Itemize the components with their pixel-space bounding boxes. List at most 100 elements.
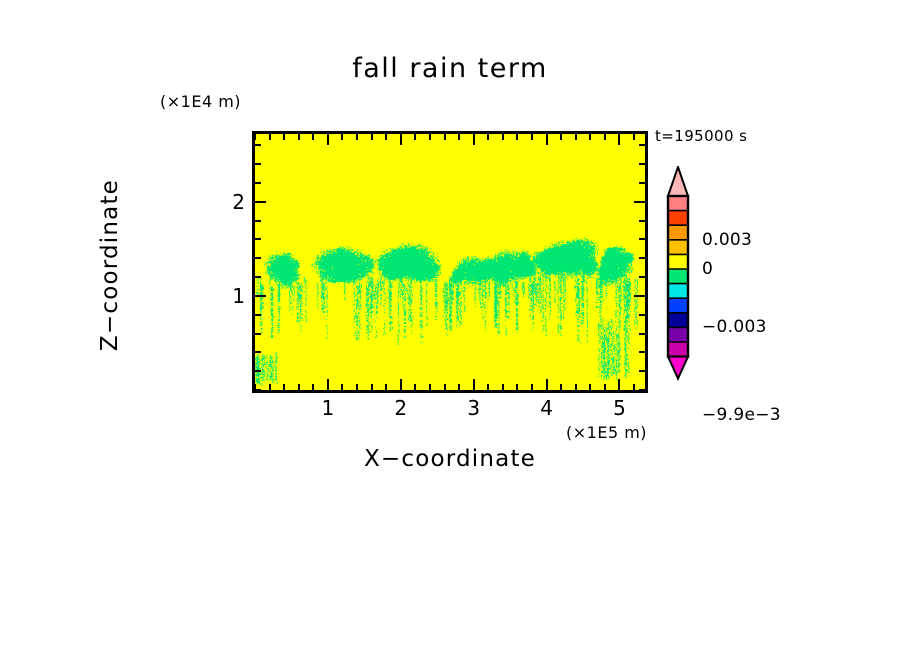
x-tick-label: 2 (394, 396, 408, 420)
y-tick-minor (255, 144, 261, 147)
x-tick-minor-top (254, 134, 256, 140)
x-tick-minor (254, 384, 256, 390)
x-tick-minor-top (428, 134, 431, 140)
x-tick-minor (458, 384, 461, 390)
x-tick-minor (633, 384, 636, 390)
x-tick-minor-top (531, 134, 533, 140)
y-tick-minor-right (639, 332, 645, 335)
y-tick-minor-right (639, 389, 645, 391)
x-tick-minor-top (458, 134, 461, 140)
colorbar-band (668, 254, 688, 270)
y-tick-major (255, 200, 266, 203)
x-tick-minor (574, 384, 577, 390)
x-tick-major-top (399, 134, 402, 145)
colorbar-band (668, 210, 688, 226)
colorbar-band (668, 196, 688, 211)
y-tick-minor-right (639, 276, 645, 279)
y-tick-major-right (634, 294, 645, 297)
colorbar-tick-label: −9.9e−3 (702, 405, 781, 425)
x-tick-major-top (618, 134, 621, 145)
y-axis-unit-label: (×1E4 m) (160, 92, 242, 111)
y-axis-title: Z−coordinate (97, 178, 123, 352)
y-tick-minor-right (639, 238, 645, 241)
x-tick-major (326, 379, 329, 390)
y-tick-minor-right (639, 163, 645, 166)
colorbar-tick-label: 0 (702, 259, 714, 279)
x-tick-minor-top (341, 134, 344, 140)
x-tick-minor (341, 384, 344, 390)
y-tick-minor-right (639, 313, 645, 316)
x-tick-major-top (472, 134, 475, 145)
y-tick-minor (255, 219, 261, 222)
x-tick-minor-top (560, 134, 563, 140)
x-tick-major-top (545, 134, 548, 145)
x-tick-minor-top (516, 134, 519, 140)
y-tick-label: 2 (232, 189, 245, 214)
y-tick-major-right (634, 200, 645, 203)
colorbar-extend-max-arrow (666, 163, 690, 197)
x-tick-minor (516, 384, 519, 390)
plot-area (252, 131, 648, 393)
x-tick-minor (501, 384, 504, 390)
colorbar-band (668, 225, 688, 241)
x-tick-label: 4 (540, 396, 553, 420)
x-tick-label: 3 (467, 396, 481, 420)
y-tick-minor (255, 313, 261, 316)
x-tick-minor (268, 384, 271, 390)
x-axis-unit-label: (×1E5 m) (566, 423, 648, 442)
x-tick-minor-top (385, 134, 388, 140)
x-tick-minor-top (487, 134, 490, 140)
x-tick-minor (560, 384, 563, 390)
y-tick-minor-right (639, 351, 645, 354)
x-tick-major (545, 379, 548, 390)
timestamp-label: t=195000 s (655, 127, 748, 145)
y-tick-minor-right (639, 181, 645, 184)
field-heatmap (255, 134, 645, 390)
x-tick-minor (414, 384, 417, 390)
colorbar-band (668, 298, 688, 314)
x-tick-minor (487, 384, 490, 390)
colorbar: 0.003 0 −0.003 −9.9e−3 (666, 163, 781, 425)
colorbar-tick-label: −0.003 (702, 317, 767, 338)
y-tick-minor (255, 332, 261, 335)
y-tick-minor (255, 257, 261, 260)
x-tick-label: 5 (613, 396, 626, 420)
x-tick-minor (531, 384, 533, 390)
x-tick-minor (312, 384, 315, 390)
colorbar-extend-min-arrow (666, 355, 690, 382)
y-tick-minor-right (639, 144, 645, 147)
colorbar-band (668, 283, 688, 299)
colorbar-band (668, 327, 688, 343)
y-tick-minor-right (639, 257, 645, 260)
x-tick-minor-top (574, 134, 577, 140)
x-tick-major (399, 379, 402, 390)
x-tick-minor-top (501, 134, 504, 140)
x-tick-minor (283, 384, 286, 390)
y-tick-major (255, 294, 266, 297)
x-axis-title: X−coordinate (363, 446, 537, 472)
x-tick-minor-top (589, 134, 592, 140)
x-tick-minor-top (312, 134, 315, 140)
colorbar-tick-label: 0.003 (702, 229, 753, 250)
x-tick-minor-top (633, 134, 636, 140)
colorbar-band (668, 312, 688, 328)
x-tick-minor (356, 384, 359, 390)
page-title: fall rain term (352, 53, 548, 84)
y-tick-minor (255, 389, 261, 391)
x-tick-minor-top (443, 134, 446, 140)
x-tick-minor (443, 384, 446, 390)
colorbar-band (668, 342, 688, 357)
x-tick-minor-top (297, 134, 300, 140)
x-tick-minor-top (603, 134, 606, 140)
x-tick-minor-top (414, 134, 417, 140)
x-tick-minor (603, 384, 606, 390)
x-tick-major (472, 379, 475, 390)
x-tick-minor (370, 384, 373, 390)
y-tick-minor-right (639, 370, 645, 373)
colorbar-scale (666, 163, 690, 382)
x-tick-minor-top (356, 134, 359, 140)
colorbar-band (668, 239, 688, 255)
x-tick-major-top (326, 134, 329, 145)
y-tick-label: 1 (232, 283, 245, 308)
